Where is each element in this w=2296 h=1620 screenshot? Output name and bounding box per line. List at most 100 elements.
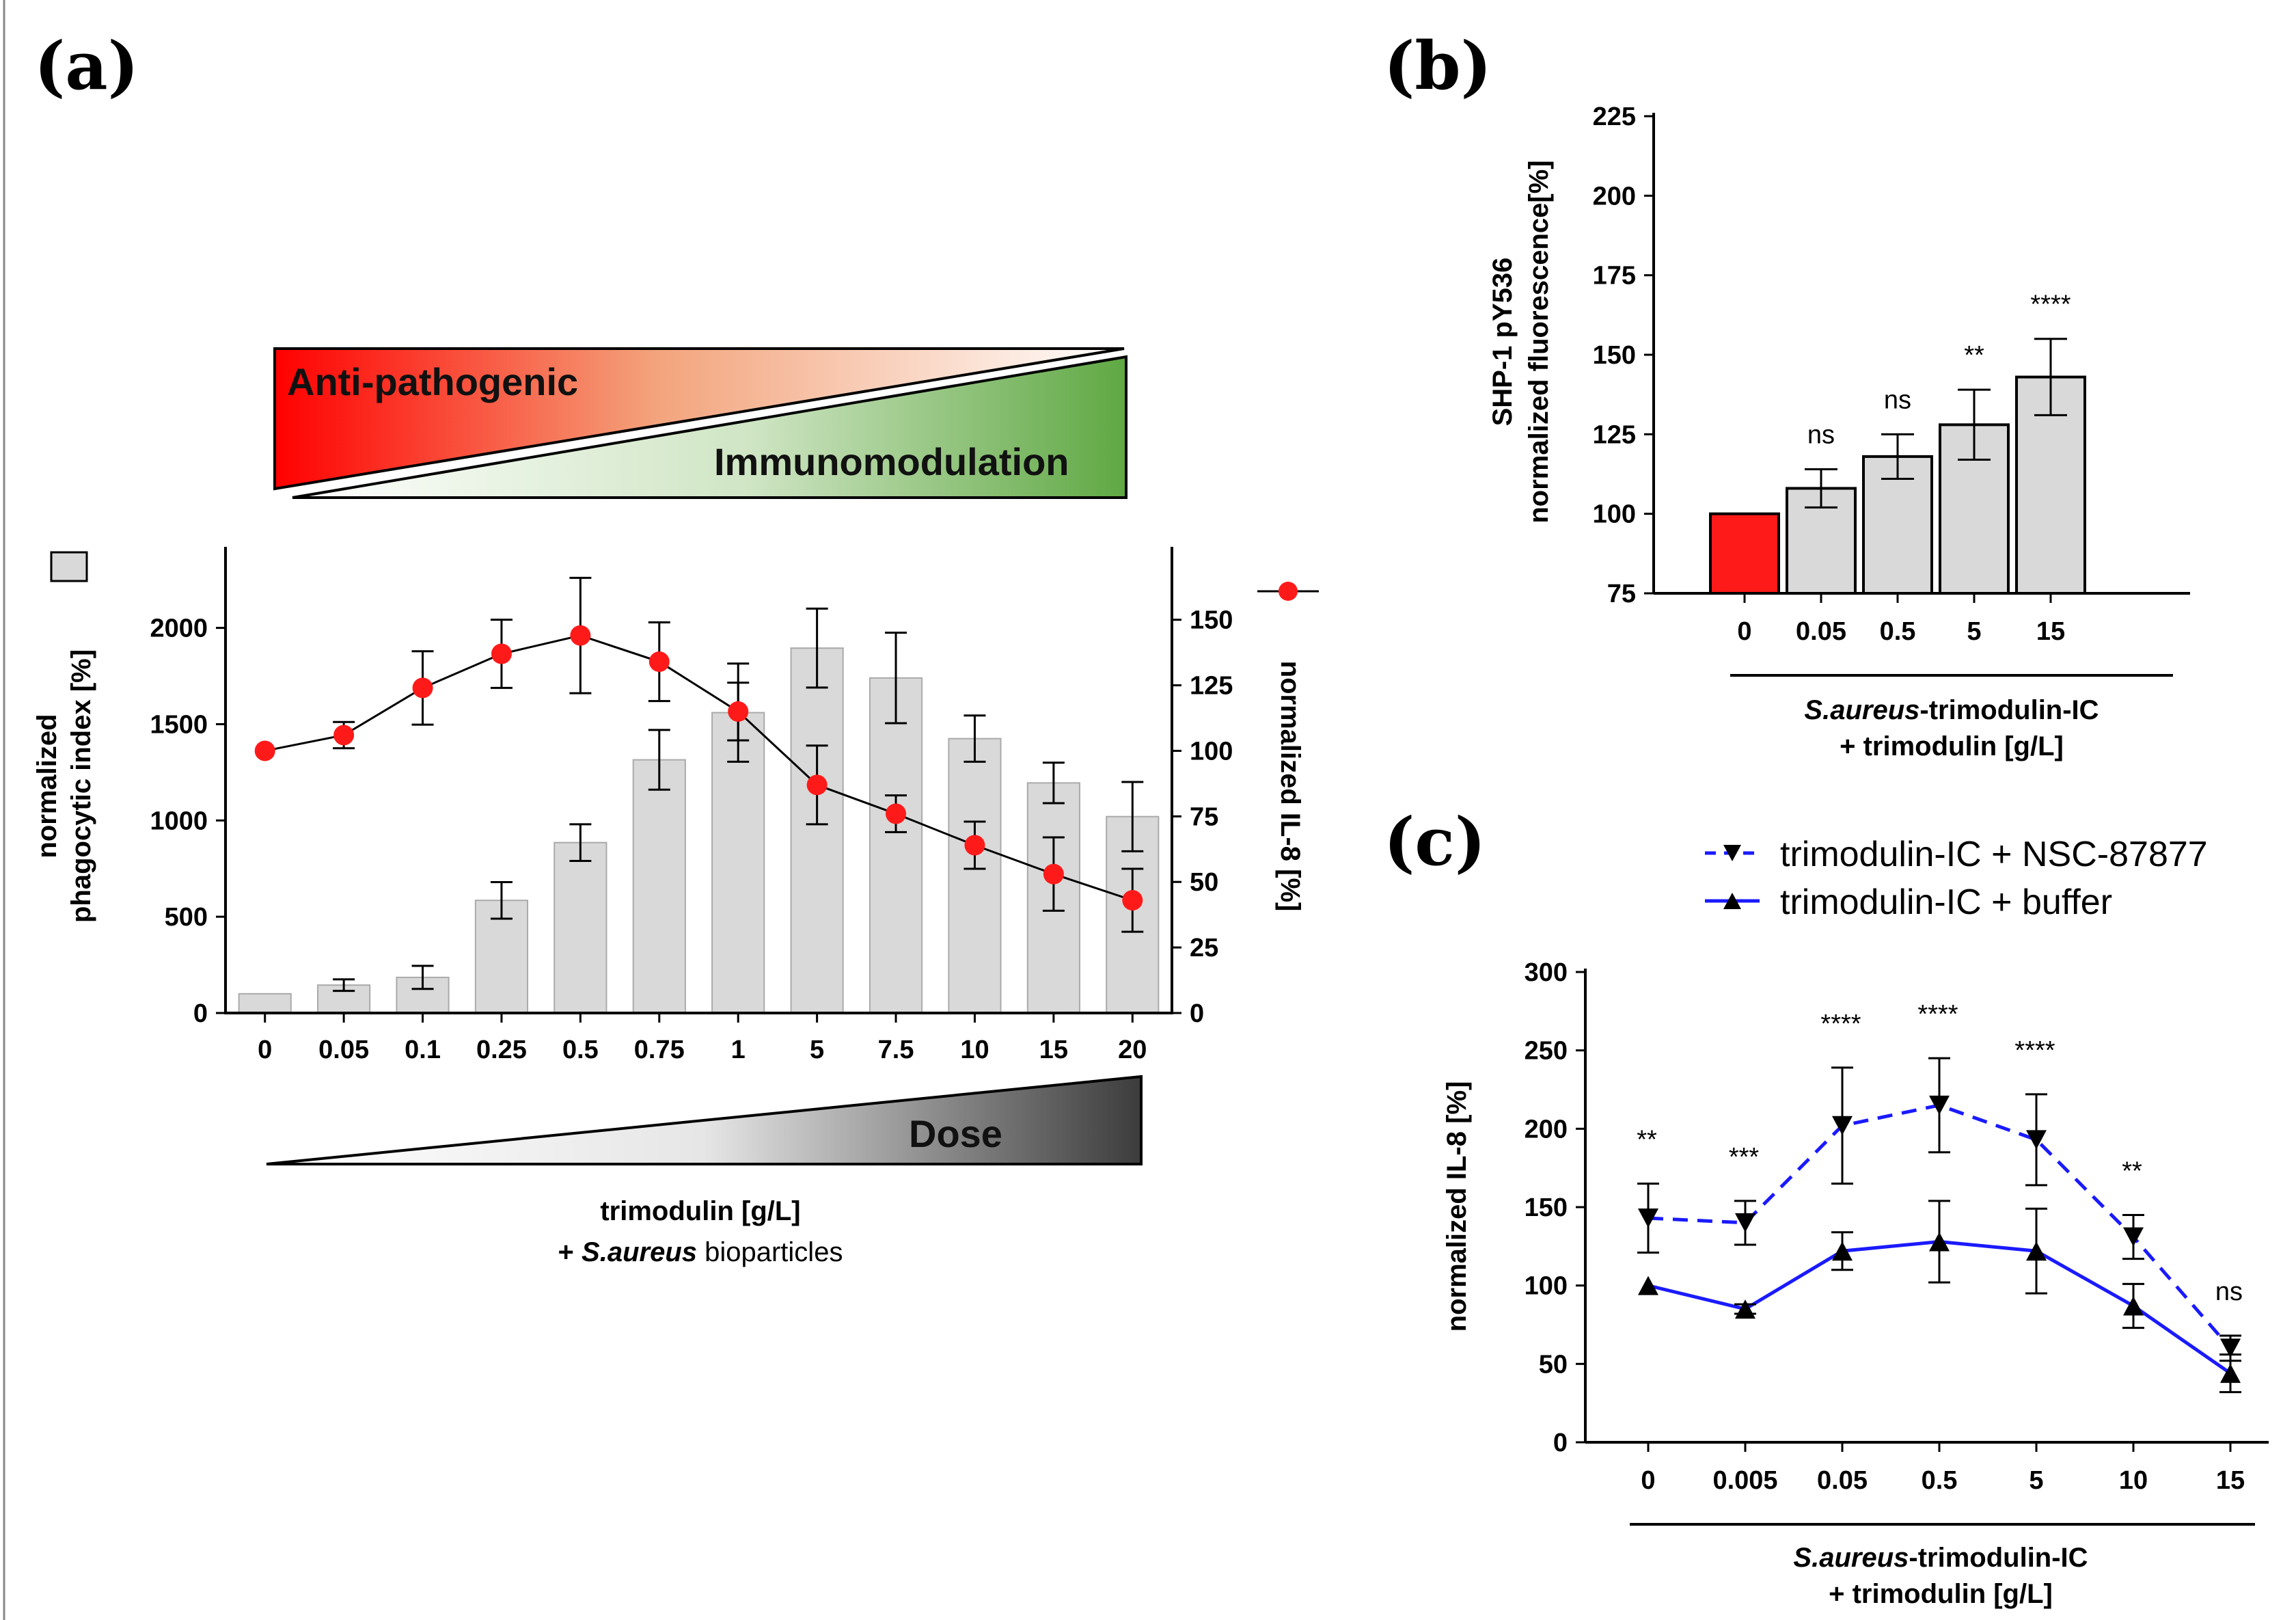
chart-a-bar [238, 993, 292, 1014]
chart-c-nsc-marker [1929, 1095, 1950, 1115]
chart-a-il8-point [1043, 863, 1064, 885]
chart-b-y-ticks: 75 100 125 150 175 200 225 [1593, 103, 1654, 608]
chart-a-bar [790, 647, 844, 1014]
legend-buffer-marker [1723, 893, 1741, 909]
chart-c-axes [1584, 969, 2269, 1444]
chart-a-right-tick-label: 100 [1190, 737, 1233, 766]
chart-c-buffer-marker [1929, 1232, 1950, 1252]
anti-pathogenic-label: Anti-pathogenic [287, 360, 578, 403]
chart-a-x-title-line2: + S.aureus bioparticles [558, 1237, 843, 1267]
chart-a-il8-line [264, 634, 1133, 902]
chart-b-errors [1805, 338, 2067, 509]
chart-a-x-tick-label: 20 [1118, 1036, 1147, 1064]
chart-c-buffer-marker [2123, 1296, 2144, 1316]
chart-c-significance: ********* **********ns [1637, 1000, 2243, 1306]
chart-a-il8-point [806, 774, 828, 796]
chart-a: 0 0.05 0.1 0.25 0.5 0.75 1 5 7.5 10 15 20 050010001… [32, 547, 1319, 1267]
chart-a-x-tick-label: 0.25 [476, 1036, 527, 1064]
chart-c-buffer-marker [1735, 1299, 1755, 1319]
chart-b-y-tick-label: 175 [1593, 262, 1636, 291]
chart-b-y-tick-label: 75 [1607, 580, 1636, 608]
chart-c-y-ticks: 0 50 100 150 200 250 300 [1525, 958, 1585, 1457]
chart-b-significance-label: **** [2030, 291, 2070, 319]
chart-a-right-tick-label: 0 [1190, 999, 1204, 1028]
chart-c-nsc-marker [2123, 1227, 2144, 1247]
chart-a-il8-point [1122, 890, 1143, 911]
chart-c-x-tick-label: 15 [2216, 1466, 2245, 1495]
chart-a-bar [869, 677, 923, 1014]
chart-a-left-tick-label: 0 [193, 999, 208, 1028]
chart-c-significance-label: **** [1820, 1010, 1861, 1038]
chart-c-nsc-marker [1735, 1213, 1755, 1232]
chart-a-axes [224, 547, 1173, 1014]
chart-c-y-title: normalized IL-8 [%] [1442, 1081, 1472, 1332]
chart-a-left-axis-title-line1: normalized [32, 714, 62, 858]
chart-b-x-tick-label: 5 [1967, 617, 1981, 646]
chart-b-x-ticks: 0 0.05 0.5 5 15 [1737, 593, 2065, 646]
chart-a-left-tick-label: 1500 [150, 710, 208, 739]
chart-a-x-title-italic: S.aureus [582, 1237, 697, 1267]
chart-c-significance-label: **** [1917, 1000, 1958, 1029]
chart-b-x-tick-label: 0.5 [1880, 617, 1916, 646]
chart-a-x-tick-label: 15 [1039, 1036, 1068, 1064]
chart-a-x-tick-label: 0.1 [405, 1036, 441, 1064]
chart-c-y-tick-label: 200 [1525, 1115, 1568, 1144]
chart-c-x-tick-label: 0.005 [1712, 1466, 1777, 1495]
chart-a-left-tick-label: 500 [165, 903, 208, 932]
chart-c-y-tick-label: 150 [1525, 1193, 1568, 1222]
dose-label: Dose [909, 1112, 1002, 1155]
chart-c-nsc-marker [2220, 1338, 2241, 1358]
chart-c-buffer-marker [1832, 1241, 1853, 1261]
chart-a-left-tick-label: 2000 [150, 615, 208, 643]
chart-a-right-tick-label: 75 [1190, 802, 1218, 831]
chart-c-x-title-italic: S.aureus [1793, 1543, 1909, 1573]
immunomodulation-triangle [292, 355, 1128, 499]
chart-a-x-tick-label: 0.05 [318, 1036, 369, 1064]
chart-a-right-tick-label: 50 [1190, 868, 1218, 897]
chart-b-y-title-line2: normalized fluorescence[%] [1524, 160, 1554, 523]
chart-c-nsc-marker [1832, 1116, 1853, 1135]
chart-a-x-title-prefix: + [558, 1237, 582, 1267]
chart-b-x-title-line2: + trimodulin [g/L] [1840, 731, 2064, 761]
chart-c-significance-label: ** [1637, 1126, 1657, 1155]
chart-a-right-axis-title: normalized IL-8 [%] [1275, 661, 1305, 912]
chart-a-left-tick-label: 1000 [150, 807, 208, 835]
chart-c-significance-label: *** [1729, 1143, 1760, 1172]
chart-a-x-title-line1: trimodulin [g/L] [600, 1196, 800, 1226]
legend-nsc-marker [1723, 845, 1741, 861]
chart-a-bar-legend-swatch [50, 551, 88, 582]
chart-c-significance-label: ns [2215, 1278, 2243, 1306]
chart-c-y-tick-label: 300 [1525, 958, 1568, 987]
panel-b-label: (b) [1384, 27, 1492, 105]
chart-c-legend: trimodulin-IC + NSC-87877 trimodulin-IC … [1705, 835, 2208, 922]
chart-c-nsc-marker [2026, 1130, 2047, 1150]
chart-c-nsc-marker [1638, 1209, 1658, 1228]
chart-a-il8-point [964, 835, 985, 856]
dose-gradient: Dose [266, 1075, 1143, 1165]
chart-c-markers [1638, 1095, 2241, 1383]
legend-buffer-label: trimodulin-IC + buffer [1780, 882, 2112, 922]
chart-a-il8-point [570, 625, 591, 646]
chart-c-x-tick-label: 5 [2029, 1466, 2043, 1495]
chart-a-right-tick-label: 25 [1190, 934, 1218, 962]
chart-a-left-axis-title-line2: phagocytic index [%] [66, 649, 96, 923]
chart-b-y-tick-label: 200 [1593, 182, 1636, 211]
chart-b-x-title-line1: S.aureus-trimodulin-IC [1804, 695, 2099, 725]
chart-a-il8-point [333, 725, 355, 746]
chart-a-right-tick-label: 150 [1190, 606, 1233, 635]
chart-c-y-tick-label: 100 [1525, 1272, 1568, 1301]
chart-a-il8-point [728, 701, 749, 722]
chart-b-x-tick-label: 15 [2036, 617, 2065, 646]
chart-c-x-tick-label: 0.05 [1817, 1466, 1868, 1495]
chart-b-y-tick-label: 100 [1593, 500, 1636, 529]
chart-a-bar [632, 759, 686, 1014]
chart-c-x-title-line1: S.aureus-trimodulin-IC [1793, 1543, 2088, 1573]
chart-a-il8-point [648, 651, 670, 673]
chart-a-x-title-suffix: bioparticles [697, 1237, 843, 1267]
chart-a-il8-point [254, 740, 275, 761]
chart-a-x-ticks: 0 0.05 0.1 0.25 0.5 0.75 1 5 7.5 10 15 20 [258, 1013, 1147, 1064]
chart-a-bars [238, 647, 1160, 1014]
chart-b-bar [1709, 512, 1780, 595]
